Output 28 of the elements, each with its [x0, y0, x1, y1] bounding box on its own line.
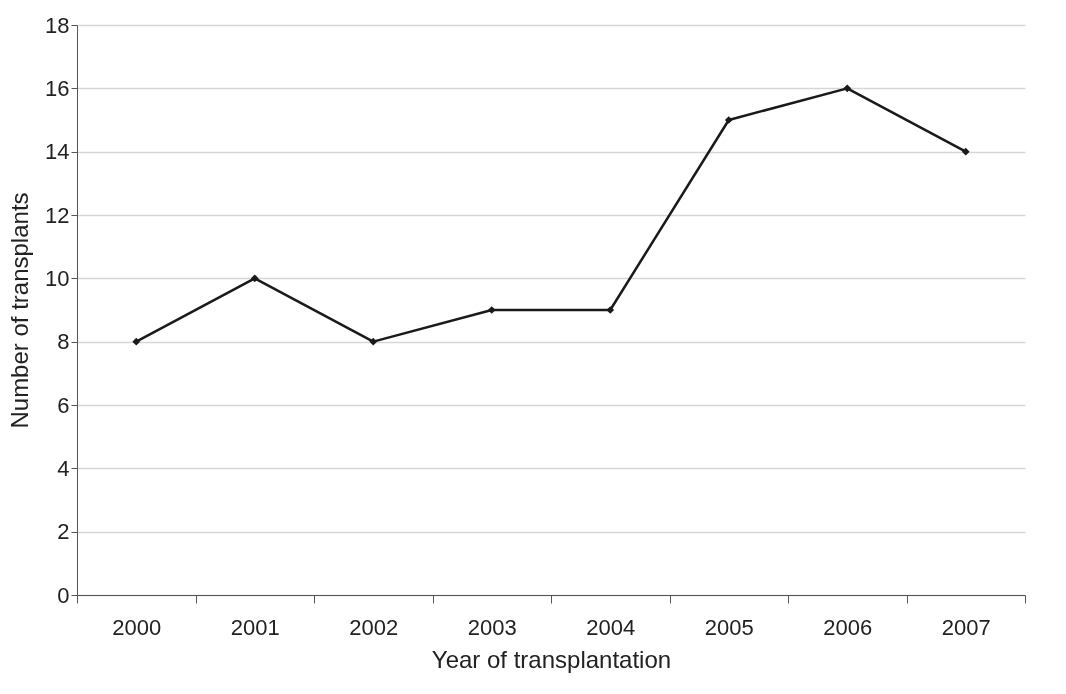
- y-tick-label: 12: [45, 202, 70, 228]
- point: [606, 306, 615, 314]
- point: [724, 116, 733, 124]
- x-tick-label: 2006: [823, 614, 873, 640]
- y-tick-label: 10: [45, 265, 70, 291]
- y-axis-title: Number of transplants: [6, 192, 34, 429]
- x-tick-label: 2005: [704, 614, 754, 640]
- x-tick-label: 2007: [941, 614, 991, 640]
- x-tick-label: 2000: [112, 614, 162, 640]
- point: [843, 84, 852, 93]
- x-tick-label: 2002: [349, 614, 399, 640]
- x-axis-title: Year of transplantation: [431, 645, 672, 673]
- y-tick-label: 14: [45, 139, 70, 165]
- y-tick-label: 6: [57, 392, 70, 418]
- point: [961, 147, 970, 156]
- point: [132, 337, 141, 346]
- y-tick-label: 18: [45, 12, 70, 38]
- y-tick-label: 8: [57, 329, 70, 355]
- point: [487, 306, 496, 314]
- y-tick-label: 16: [45, 75, 70, 101]
- y-tick-label: 2: [57, 519, 70, 545]
- y-tick-label: 4: [57, 455, 70, 481]
- x-tick-label: 2004: [586, 614, 636, 640]
- x-tick-label: 2003: [467, 614, 517, 640]
- x-tick-label: 2001: [230, 614, 280, 640]
- point: [369, 337, 378, 346]
- y-tick-label: 0: [57, 582, 70, 608]
- point: [250, 274, 259, 283]
